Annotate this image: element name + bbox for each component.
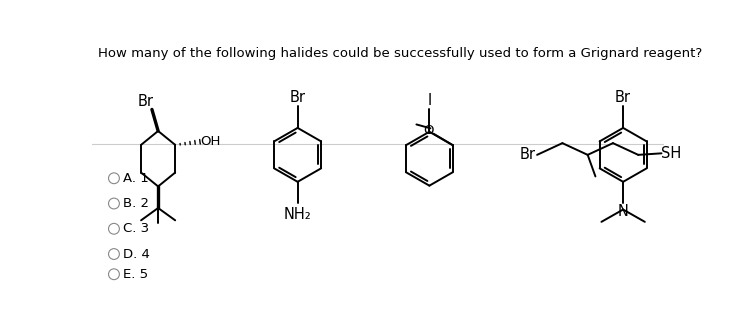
Text: E. 5: E. 5	[123, 268, 148, 281]
Text: D. 4: D. 4	[123, 248, 150, 260]
Text: N: N	[618, 204, 629, 218]
Text: B. 2: B. 2	[123, 197, 149, 210]
Text: Br: Br	[615, 91, 631, 105]
Text: Br: Br	[289, 91, 306, 105]
Text: Br: Br	[138, 94, 154, 109]
Text: O: O	[424, 124, 434, 137]
Text: OH: OH	[200, 135, 220, 148]
Text: I: I	[427, 93, 432, 109]
Text: NH₂: NH₂	[283, 207, 311, 222]
Text: A. 1: A. 1	[123, 172, 149, 185]
Text: How many of the following halides could be successfully used to form a Grignard : How many of the following halides could …	[98, 47, 703, 60]
Text: SH: SH	[661, 146, 681, 161]
Text: Br: Br	[520, 147, 536, 162]
Text: C. 3: C. 3	[123, 222, 149, 235]
